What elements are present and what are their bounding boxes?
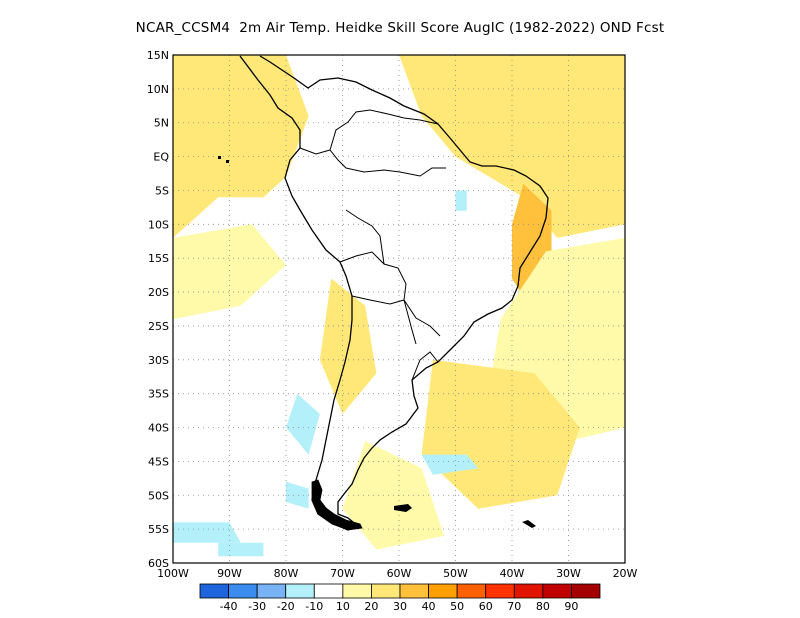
country-borders <box>299 109 446 381</box>
lat-label: 50S <box>148 489 169 502</box>
latitude-labels: 15N 10N 5N EQ 5S 10S 15S 20S 25S 30S 35S 40S 45S 50S 5… <box>147 49 170 570</box>
lat-label: 15S <box>148 252 169 265</box>
lat-label: 55S <box>148 523 169 536</box>
tierra-del-fuego <box>311 479 363 531</box>
lat-label: 5N <box>154 117 169 130</box>
plot-frame <box>172 54 626 564</box>
region-pacific-south-belt <box>173 224 286 320</box>
colorbar-label: 80 <box>536 600 550 613</box>
falkland-islands <box>394 504 412 512</box>
lat-label: 30S <box>148 354 169 367</box>
region-pacific-yellow-belt <box>173 55 309 238</box>
lat-label: 60S <box>148 557 169 570</box>
colorbar-swatch <box>342 583 372 599</box>
lon-label: 90W <box>217 567 242 580</box>
colorbar-swatch <box>456 583 487 599</box>
colorbar-label: -10 <box>305 600 323 613</box>
colorbar-label: 10 <box>336 600 350 613</box>
lat-label: 25S <box>148 320 169 333</box>
lat-label: 15N <box>147 49 169 62</box>
colorbar-swatch <box>199 583 229 599</box>
colorbar-label: 90 <box>564 600 578 613</box>
lon-label: 100W <box>157 567 189 580</box>
land-outlines <box>218 55 549 531</box>
colorbar-label: 70 <box>507 600 521 613</box>
lat-label: 20S <box>148 286 169 299</box>
colorbar-swatch <box>228 583 258 599</box>
lat-label: EQ <box>153 151 169 164</box>
map-title: NCAR_CCSM4 2m Air Temp. Heidke Skill Sco… <box>135 20 665 36</box>
colorbar-label: 60 <box>479 600 493 613</box>
lat-label: 35S <box>148 388 169 401</box>
lat-label: 5S <box>155 184 169 197</box>
colorbar-swatch <box>371 583 401 599</box>
colorbar-swatch <box>256 583 287 599</box>
region-amazon-blue <box>455 190 467 211</box>
colorbar-label: 20 <box>364 600 378 613</box>
colorbar-label: 40 <box>422 600 436 613</box>
region-atlantic-blue-1 <box>421 454 479 475</box>
south-georgia <box>522 520 536 528</box>
lon-label: 20W <box>613 567 638 580</box>
lat-label: 10N <box>147 83 169 96</box>
colorbar-swatch <box>485 583 515 599</box>
lon-label: 30W <box>556 567 581 580</box>
region-pacific-blue-4 <box>286 481 309 509</box>
colorbar-label: -20 <box>277 600 295 613</box>
lon-label: 40W <box>500 567 525 580</box>
colorbar-label: 50 <box>450 600 464 613</box>
colorbar-swatch <box>513 583 544 599</box>
graticule <box>173 55 625 563</box>
colorbar-swatch <box>399 583 429 599</box>
lon-label: 50W <box>443 567 468 580</box>
region-pacific-blue-2 <box>173 522 241 543</box>
colorbar-label: 30 <box>393 600 407 613</box>
region-pacific-blue-3 <box>218 542 264 557</box>
lon-label: 80W <box>274 567 299 580</box>
lon-label: 70W <box>330 567 355 580</box>
colorbar-label: -30 <box>248 600 266 613</box>
lat-label: 40S <box>148 422 169 435</box>
region-atlantic-south-yellow <box>421 359 580 509</box>
lon-label: 60W <box>387 567 412 580</box>
galapagos-islands <box>218 156 229 163</box>
longitude-labels: 100W 90W 80W 70W 60W 50W 40W 30W 20W <box>157 567 637 580</box>
lat-label: 10S <box>148 218 169 231</box>
colorbar-swatch <box>542 583 572 599</box>
colorbar-swatch <box>428 583 458 599</box>
colorbar-label: -40 <box>220 600 238 613</box>
colorbar-swatch <box>313 583 344 599</box>
region-pacific-blue-1 <box>286 393 320 455</box>
lat-label: 45S <box>148 455 169 468</box>
colorbar-swatch <box>285 583 315 599</box>
colorbar-swatch <box>571 583 601 599</box>
colorbar: -40 -30 -20 -10 10 20 30 40 50 60 70 80 90 <box>199 583 601 613</box>
